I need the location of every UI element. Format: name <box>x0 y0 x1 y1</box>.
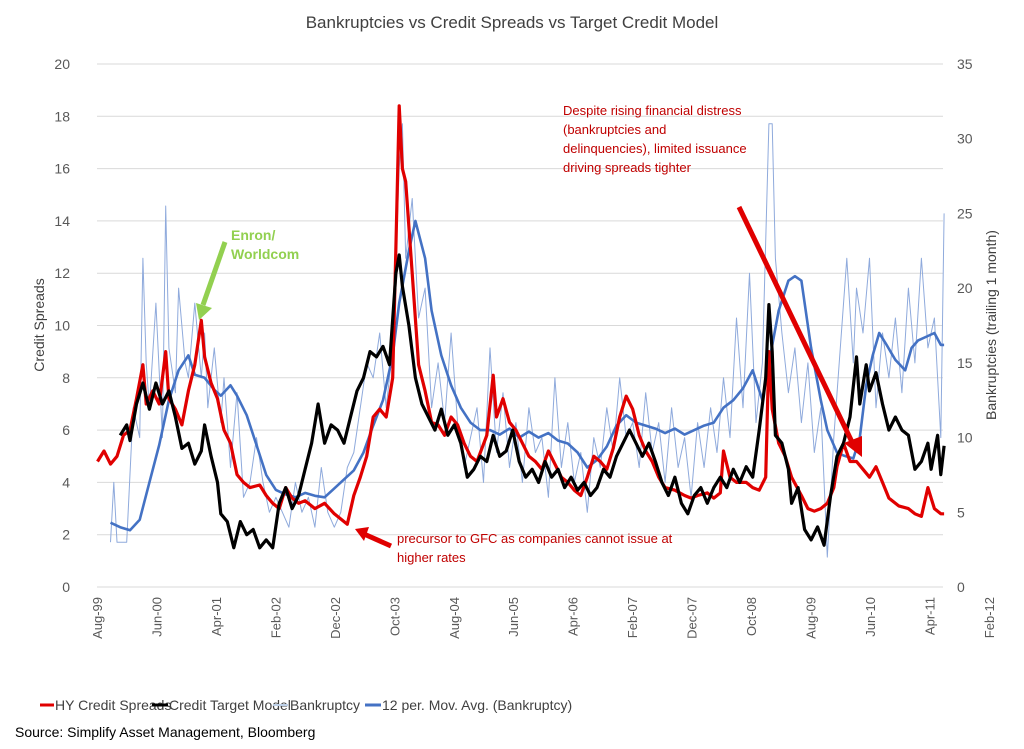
legend-label-hy: HY Credit Spreads <box>55 697 171 713</box>
y-tick-label: 8 <box>62 370 70 386</box>
series-moving-average <box>109 219 945 532</box>
series-group <box>96 104 946 558</box>
x-tick-label: Jun-10 <box>863 597 878 637</box>
legend-label-bankruptcy: Bankruptcy <box>290 697 360 713</box>
x-tick-label: Jun-05 <box>506 597 521 637</box>
y-axis-right-ticks: 0 5 10 15 20 25 30 35 <box>957 56 973 595</box>
x-tick-label: Jun-00 <box>149 597 164 637</box>
x-axis-ticks: Aug-99 Jun-00 Apr-01 Feb-02 Dec-02 Oct-03 Aug-… <box>90 597 997 639</box>
legend-item-hy-credit-spreads[interactable]: HY Credit Spreads <box>40 697 171 713</box>
x-tick-label: Aug-99 <box>90 597 105 639</box>
chart-title: Bankruptcies vs Credit Spreads vs Target… <box>306 13 719 32</box>
legend-item-bankruptcy[interactable]: Bankruptcy <box>273 697 360 713</box>
series-credit-target-model <box>118 253 946 550</box>
series-hy-credit-spreads <box>96 104 945 526</box>
legend-item-moving-average[interactable]: 12 per. Mov. Avg. (Bankruptcy) <box>365 697 572 713</box>
x-tick-label: Aug-04 <box>447 597 462 639</box>
legend-item-credit-target-model[interactable]: Credit Target Model <box>152 697 291 713</box>
annotation-distress: Despite rising financial distress (bankr… <box>563 103 862 457</box>
y2-tick-label: 10 <box>957 430 973 446</box>
annotation-gfc: precursor to GFC as companies cannot iss… <box>355 527 673 565</box>
legend-label-moving-average: 12 per. Mov. Avg. (Bankruptcy) <box>382 697 572 713</box>
annotation-enron-line1: Enron/ <box>231 227 275 243</box>
series-bankruptcy <box>110 123 945 558</box>
y-tick-label: 14 <box>54 213 70 229</box>
y-axis-right-label: Bankruptcies (trailing 1 month) <box>983 230 999 420</box>
y2-tick-label: 25 <box>957 205 973 221</box>
x-tick-label: Dec-07 <box>685 597 700 639</box>
annotation-distress-line4: driving spreads tighter <box>563 160 692 175</box>
x-tick-label: Aug-09 <box>804 597 819 639</box>
y2-tick-label: 30 <box>957 131 973 147</box>
annotation-arrowhead-red-left <box>355 527 369 541</box>
y-axis-left-ticks: 0 2 4 6 8 10 12 14 16 18 20 <box>54 56 70 595</box>
y2-tick-label: 20 <box>957 280 973 296</box>
y-tick-label: 6 <box>62 422 70 438</box>
y-tick-label: 2 <box>62 527 70 543</box>
x-tick-label: Oct-08 <box>744 597 759 636</box>
annotation-gfc-line2: higher rates <box>397 550 466 565</box>
x-tick-label: Apr-06 <box>566 597 581 636</box>
y2-tick-label: 15 <box>957 355 973 371</box>
annotation-arrow-red-left <box>362 531 393 549</box>
y-tick-label: 4 <box>62 474 70 490</box>
annotation-enron: Enron/ Worldcom <box>196 227 299 320</box>
y-axis-left-label: Credit Spreads <box>31 278 47 371</box>
x-tick-label: Oct-03 <box>387 597 402 636</box>
annotation-arrowhead-green <box>196 303 212 320</box>
annotation-enron-line2: Worldcom <box>231 246 299 262</box>
legend: HY Credit Spreads Credit Target Model Ba… <box>40 697 572 713</box>
y2-tick-label: 35 <box>957 56 973 72</box>
source-note: Source: Simplify Asset Management, Bloom… <box>15 724 315 740</box>
y-tick-label: 0 <box>62 579 70 595</box>
annotation-distress-line1: Despite rising financial distress <box>563 103 742 118</box>
annotation-arrowhead-red-down <box>844 436 862 457</box>
x-tick-label: Dec-02 <box>328 597 343 639</box>
annotation-distress-line2: (bankruptcies and <box>563 122 666 137</box>
annotation-arrow-red-down <box>736 205 855 444</box>
x-tick-label: Apr-11 <box>922 597 937 635</box>
x-tick-label: Feb-07 <box>625 597 640 638</box>
y2-tick-label: 0 <box>957 579 965 595</box>
y2-tick-label: 5 <box>957 504 965 520</box>
annotation-gfc-line1: precursor to GFC as companies cannot iss… <box>397 531 673 546</box>
y-tick-label: 18 <box>54 108 70 124</box>
gridlines <box>97 63 943 588</box>
x-tick-label: Feb-02 <box>268 597 283 638</box>
x-tick-label: Apr-01 <box>209 597 224 636</box>
y-tick-label: 10 <box>54 318 70 334</box>
y-tick-label: 20 <box>54 56 70 72</box>
annotation-arrow-green <box>200 241 228 306</box>
y-tick-label: 12 <box>54 265 70 281</box>
y-tick-label: 16 <box>54 161 70 177</box>
x-tick-label: Feb-12 <box>982 597 997 638</box>
annotation-distress-line3: delinquencies), limited issuance <box>563 141 747 156</box>
legend-label-ctm: Credit Target Model <box>169 697 291 713</box>
